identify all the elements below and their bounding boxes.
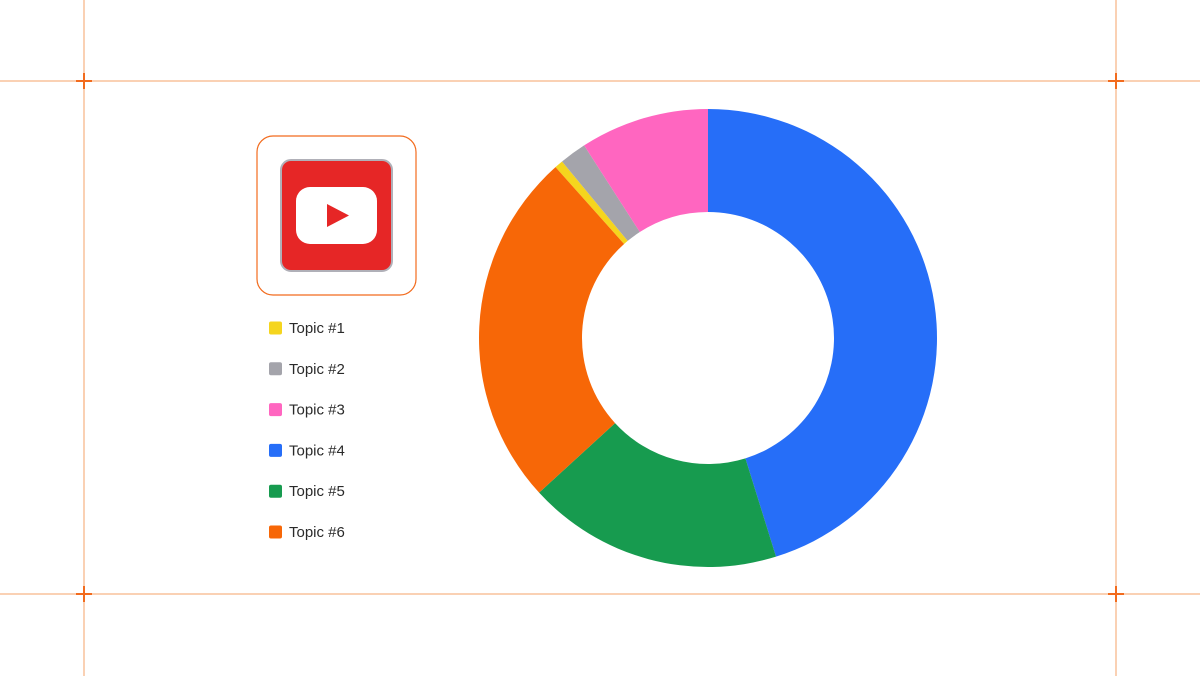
donut-chart <box>479 109 937 567</box>
legend-swatch <box>269 443 282 457</box>
legend-label: Topic #4 <box>289 442 345 459</box>
legend-label: Topic #5 <box>289 483 345 500</box>
logo <box>256 135 417 296</box>
donut-slice <box>708 109 937 557</box>
legend-label: Topic #2 <box>289 361 345 378</box>
legend-swatch <box>269 484 282 498</box>
legend-swatch <box>269 321 282 335</box>
legend-swatch <box>269 403 282 417</box>
donut-slice <box>562 145 640 241</box>
legend-swatch <box>269 362 282 376</box>
legend-label: Topic #6 <box>289 524 345 541</box>
legend-swatch <box>269 525 282 539</box>
legend: Topic #1 Topic #2 Topic #3 Topic #4 Topic #5… <box>269 320 345 541</box>
legend-label: Topic #3 <box>289 402 345 419</box>
donut-slice <box>539 423 777 567</box>
donut-slice <box>584 109 708 233</box>
donut-slice <box>479 167 625 493</box>
donut-slice <box>555 161 628 245</box>
legend-label: Topic #1 <box>289 320 345 337</box>
